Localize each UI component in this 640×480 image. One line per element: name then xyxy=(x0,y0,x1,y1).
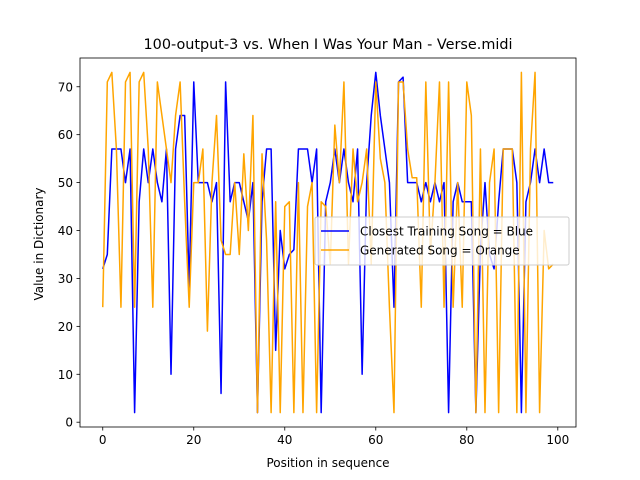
x-tick-label: 80 xyxy=(459,433,474,447)
y-axis-label: Value in Dictionary xyxy=(32,187,46,300)
legend-entry: Generated Song = Orange xyxy=(360,244,520,258)
x-tick-label: 60 xyxy=(368,433,383,447)
x-tick-label: 0 xyxy=(99,433,107,447)
chart-title: 100-output-3 vs. When I Was Your Man - V… xyxy=(144,37,513,53)
x-tick-label: 40 xyxy=(277,433,292,447)
y-tick-label: 50 xyxy=(58,176,73,190)
x-axis-label: Position in sequence xyxy=(266,456,389,470)
y-tick-label: 70 xyxy=(58,80,73,94)
y-tick-label: 60 xyxy=(58,128,73,142)
y-tick-label: 30 xyxy=(58,272,73,286)
x-tick-label: 100 xyxy=(546,433,569,447)
legend: Closest Training Song = Blue Generated So… xyxy=(314,216,570,266)
y-tick-label: 0 xyxy=(65,416,73,430)
y-tick-label: 10 xyxy=(58,368,73,382)
y-tick-label: 20 xyxy=(58,320,73,334)
legend-entry: Closest Training Song = Blue xyxy=(360,225,533,239)
y-tick-label: 40 xyxy=(58,224,73,238)
y-axis: 0 10 20 30 40 50 60 70 xyxy=(58,80,80,430)
series-line-closest-training-song xyxy=(102,71,554,414)
x-axis: 0 20 40 60 80 100 xyxy=(99,427,569,447)
x-tick-label: 20 xyxy=(186,433,201,447)
axes-frame xyxy=(79,57,577,428)
legend-box xyxy=(314,216,570,266)
